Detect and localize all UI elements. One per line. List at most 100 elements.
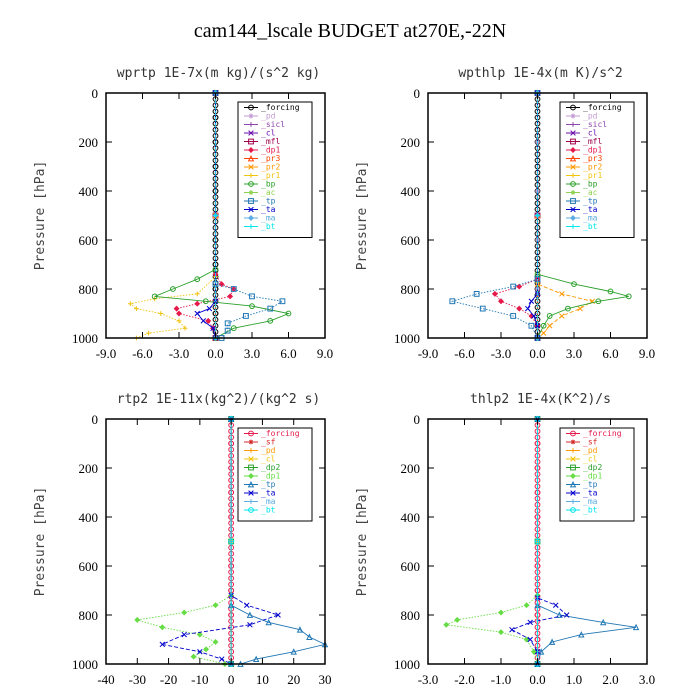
data-point [546,322,553,329]
legend-label: _ta [261,205,276,214]
legend-marker [570,215,576,221]
x-tick-label: 6.0 [602,346,618,361]
data-point [510,283,517,290]
legend-label: _pr2 [261,163,280,172]
legend-label: _sicl [583,120,607,129]
data-point [443,621,450,628]
y-tick-label: 800 [401,608,421,623]
legend-label: _ac [261,188,276,197]
data-point [528,312,535,319]
data-point [159,624,166,631]
data-point [275,612,281,618]
data-point [548,638,556,645]
legend-marker [570,448,576,453]
data-point [194,300,201,307]
panel-title: thlp2 1E-4x(K^2)/s [470,392,611,407]
legend-marker [248,138,254,145]
panel-1: wprtp 1E-7x(m kg)/(s^2 kg) Pressure [hPa]… [33,66,333,361]
legend-marker [570,499,576,504]
figure-title: cam144_lscale BUDGET at270E,-22N [193,20,507,42]
legend-marker [248,490,254,496]
x-tick-label: 0.0 [207,346,223,361]
series-line [160,419,280,665]
data-point [578,631,585,638]
legend-label: _cl [583,129,598,138]
y-tick-label: 200 [79,461,99,476]
legend-marker [570,464,576,471]
data-point [246,611,254,618]
y-tick-label: 400 [79,510,99,525]
data-point [577,305,583,312]
data-point [182,325,188,331]
panel-title: rtp2 1E-11x(kg^2)/(kg^2 s) [117,392,321,407]
data-point [516,283,523,290]
data-point [230,325,237,332]
x-tick-label: 3.0 [639,672,655,687]
plot-frame [105,418,326,665]
legend-marker [248,164,254,170]
data-point [498,298,504,305]
x-tick-label: -10 [191,672,208,687]
x-tick-label: 2.0 [602,672,618,687]
legend-label: _bt [261,506,276,515]
data-point [565,305,571,312]
data-point [498,609,504,616]
legend-label: _dp2 [583,463,602,472]
data-point [243,313,249,319]
legend-marker [570,456,576,462]
legend-label: _sf [583,438,598,447]
data-point [546,313,553,319]
series-line [230,419,327,665]
legend-marker [570,190,576,195]
legend-marker [248,507,254,513]
data-point [134,306,139,311]
x-tick-label: 10 [256,672,269,687]
data-point [224,320,231,327]
legend-label: _tp [261,197,276,206]
series-tp [449,90,541,341]
legend-label: _bt [583,506,598,515]
y-tick-label: 600 [79,559,99,574]
data-point [249,303,255,310]
legend-marker [248,181,254,187]
data-point [510,313,517,319]
data-point [537,648,545,655]
data-point [559,291,565,297]
legend-label: _dp2 [261,463,280,472]
legend-label: _dp1 [583,146,602,155]
legend-label: _pr3 [261,154,280,163]
legend-marker [570,224,576,229]
legend-marker [570,206,576,213]
data-point [552,602,559,608]
legend-marker [248,198,254,204]
y-axis-label: Pressure [hPa] [355,161,370,271]
data-point [556,611,563,618]
data-point [224,327,231,334]
legend-marker [248,473,254,479]
y-tick-label: 400 [401,184,421,199]
y-axis-label: Pressure [hPa] [33,161,48,271]
data-point [540,330,547,336]
y-tick-label: 200 [79,135,99,150]
legend-marker [248,430,254,437]
data-point [181,631,187,638]
legend-marker [570,130,576,136]
data-point [158,311,164,316]
data-point [498,629,504,636]
legend-label: _pr1 [583,171,602,180]
legend-label: _cl [261,129,276,138]
data-point [205,317,212,324]
legend: _forcing_sf_pd_cl_dp2_dp1_tp_ta_ma_bt [559,427,635,522]
legend-label: _forcing [583,103,622,112]
legend-marker [570,122,576,127]
legend-marker [248,173,254,178]
legend-label: _ac [583,188,598,197]
y-axis-label: Pressure [hPa] [355,487,370,597]
x-tick-label: -9.0 [96,346,117,361]
data-point [230,286,237,292]
x-tick-label: -3.0 [491,346,512,361]
legend-label: _cl [583,455,598,464]
legend-marker [570,173,576,178]
series-line [510,419,568,664]
